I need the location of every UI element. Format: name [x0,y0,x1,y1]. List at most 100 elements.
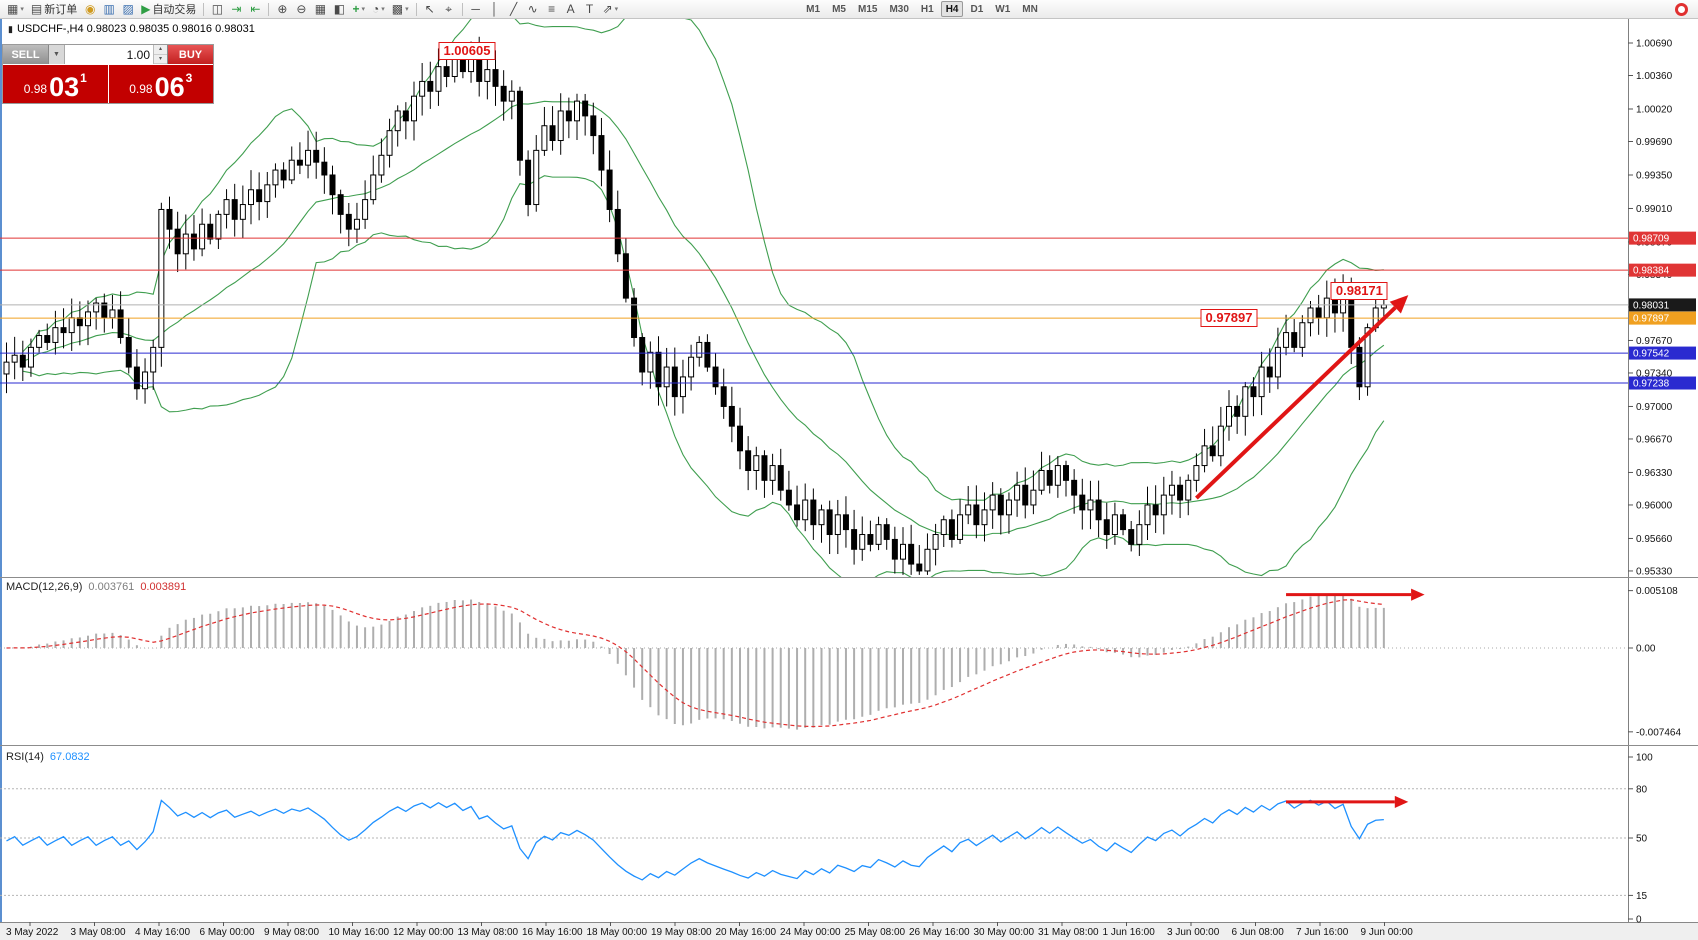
rsi-title: RSI(14) [6,751,44,763]
volume-field: ▴ ▾ [65,45,167,64]
chart-bar-mode-button[interactable]: ◫ [208,1,226,18]
mql5-community-button[interactable]: ◉ [81,1,99,18]
add-indicator-button[interactable]: + ▾ [349,1,368,18]
toolbar-separator [268,2,270,16]
toolbar-separator [203,2,205,16]
zoom-out-icon: ⊖ [296,2,307,16]
crosshair-button[interactable]: ⌖ [440,1,458,18]
channel-icon: ∿ [527,2,538,16]
sell-price-button[interactable]: 0.98 03 1 [3,65,108,103]
macd-indicator-label: MACD(12,26,9) 0.003761 0.003891 [6,581,186,593]
sell-button[interactable]: SELL [3,45,49,64]
one-click-trading-panel: SELL ▼ ▴ ▾ BUY 0.98 03 1 0.98 06 3 [2,44,214,104]
tile-windows-button[interactable]: ▦ [311,1,329,18]
target-price-label[interactable]: 0.98171 [1330,282,1388,301]
buy-price-sup: 3 [185,71,193,85]
timeframe-m15-button[interactable]: M15 [853,1,882,17]
data-window-icon: ▨ [122,2,134,16]
new-order-icon: ▤ [30,2,43,16]
fibonacci-button[interactable]: ≡ [543,1,561,18]
buy-button[interactable]: BUY [167,45,213,64]
auto-scroll-button[interactable]: ⇥ [227,1,245,18]
timeframe-mn-button[interactable]: MN [1017,1,1043,17]
horizontal-line-icon: ─ [471,2,480,16]
new-order-button[interactable]: ▤ 新订单 [28,1,80,18]
macd-panel-separator[interactable] [0,577,1698,578]
macd-signal-value: 0.003891 [140,581,187,593]
label-tool-icon: T [585,2,594,16]
cursor-button[interactable]: ↖ [421,1,439,18]
buy-price-button[interactable]: 0.98 06 3 [108,65,213,103]
cursor-icon: ↖ [424,2,435,16]
dropdown-arrow-icon: ▾ [614,6,619,13]
periods-button[interactable]: ◔ ▾ [369,1,388,18]
macd-title: MACD(12,26,9) [6,581,83,593]
buy-price-big: 06 [154,72,185,102]
volume-input[interactable] [65,45,153,64]
volume-up-button[interactable]: ▴ [154,45,167,55]
fibonacci-icon: ≡ [548,2,556,16]
vertical-line-button[interactable]: │ [486,1,504,18]
market-watch-button[interactable]: ▥ [100,1,118,18]
periods-icon: ◔ [371,2,380,16]
zoom-in-button[interactable]: ⊕ [273,1,291,18]
arrange-windows-button[interactable]: ◧ [330,1,348,18]
zoom-in-icon: ⊕ [277,2,288,16]
vertical-line-icon: │ [490,2,499,16]
time-axis[interactable] [0,922,1698,940]
dropdown-arrow-icon: ▾ [20,6,24,13]
toolbar-separator [415,2,417,16]
trendline-icon: ╱ [509,2,518,16]
horizontal-line-button[interactable]: ─ [467,1,485,18]
add-indicator-icon: + [352,2,360,16]
order-type-dropdown[interactable]: ▼ [49,45,65,64]
volume-down-button[interactable]: ▾ [154,54,167,64]
mql5-community-icon: ◉ [84,2,96,16]
templates-button[interactable]: ▩ ▾ [389,1,412,18]
timeframe-d1-button[interactable]: D1 [965,1,988,17]
new-chart-button[interactable]: ▦ ▾ [4,1,27,18]
crosshair-icon: ⌖ [445,1,452,16]
toolbar: ▦ ▾ ▤ 新订单 ◉ ▥ ▨ ▶ 自动交易 ◫ ⇥ ⇤ ⊕ ⊖ ▦ ◧ + ▾ ◔ ▾ ▩ ▾ ↖ ⌖ ─ │ ╱ ∿ ≡ A T ⇗ ▾ M… [0,0,1698,19]
timeframe-h1-button[interactable]: H1 [916,1,939,17]
label-tool-button[interactable]: T [581,1,599,18]
timeframe-w1-button[interactable]: W1 [990,1,1015,17]
timeframe-m5-button[interactable]: M5 [827,1,851,17]
timeframe-m30-button[interactable]: M30 [884,1,913,17]
new-chart-icon: ▦ [7,2,19,16]
trendline-button[interactable]: ╱ [505,1,523,18]
zoom-out-button[interactable]: ⊖ [292,1,310,18]
timeframe-h4-button[interactable]: H4 [940,1,964,17]
peak-price-label[interactable]: 1.00605 [438,42,496,61]
channel-button[interactable]: ∿ [524,1,542,18]
macd-main-value: 0.003761 [88,581,135,593]
rsi-indicator-label: RSI(14) 67.0832 [6,751,90,763]
sell-price-sup: 1 [80,71,87,85]
dropdown-arrow-icon: ▾ [381,6,385,13]
dropdown-arrow-icon: ▾ [405,6,409,13]
data-window-button[interactable]: ▨ [119,1,137,18]
volume-spinner: ▴ ▾ [153,45,167,64]
auto-trading-label: 自动交易 [152,4,197,16]
text-tool-button[interactable]: A [562,1,580,18]
auto-trading-button[interactable]: ▶ 自动交易 [138,1,199,18]
chart-shift-icon: ⇤ [250,2,261,16]
connection-status-icon[interactable] [1675,2,1688,16]
arrows-tool-icon: ⇗ [602,2,613,16]
timeframe-m1-button[interactable]: M1 [801,1,825,17]
price-axis[interactable] [1628,19,1698,922]
pivot-price-label[interactable]: 0.97897 [1200,309,1258,328]
chart-plot-area[interactable] [0,19,1628,922]
sell-price-big: 03 [49,72,80,102]
rsi-panel-separator[interactable] [0,745,1698,746]
buy-price-base: 0.98 [129,82,153,96]
trade-panel-price-row: 0.98 03 1 0.98 06 3 [3,65,213,103]
symbol-info: ▮ USDCHF-,H4 0.98023 0.98035 0.98016 0.9… [8,23,255,35]
templates-icon: ▩ [391,2,404,16]
auto-scroll-icon: ⇥ [231,2,242,16]
arrows-tool-button[interactable]: ⇗ ▾ [600,1,622,18]
new-order-label: 新订单 [44,4,78,16]
chart-shift-button[interactable]: ⇤ [246,1,264,18]
dropdown-arrow-icon: ▾ [361,6,365,13]
